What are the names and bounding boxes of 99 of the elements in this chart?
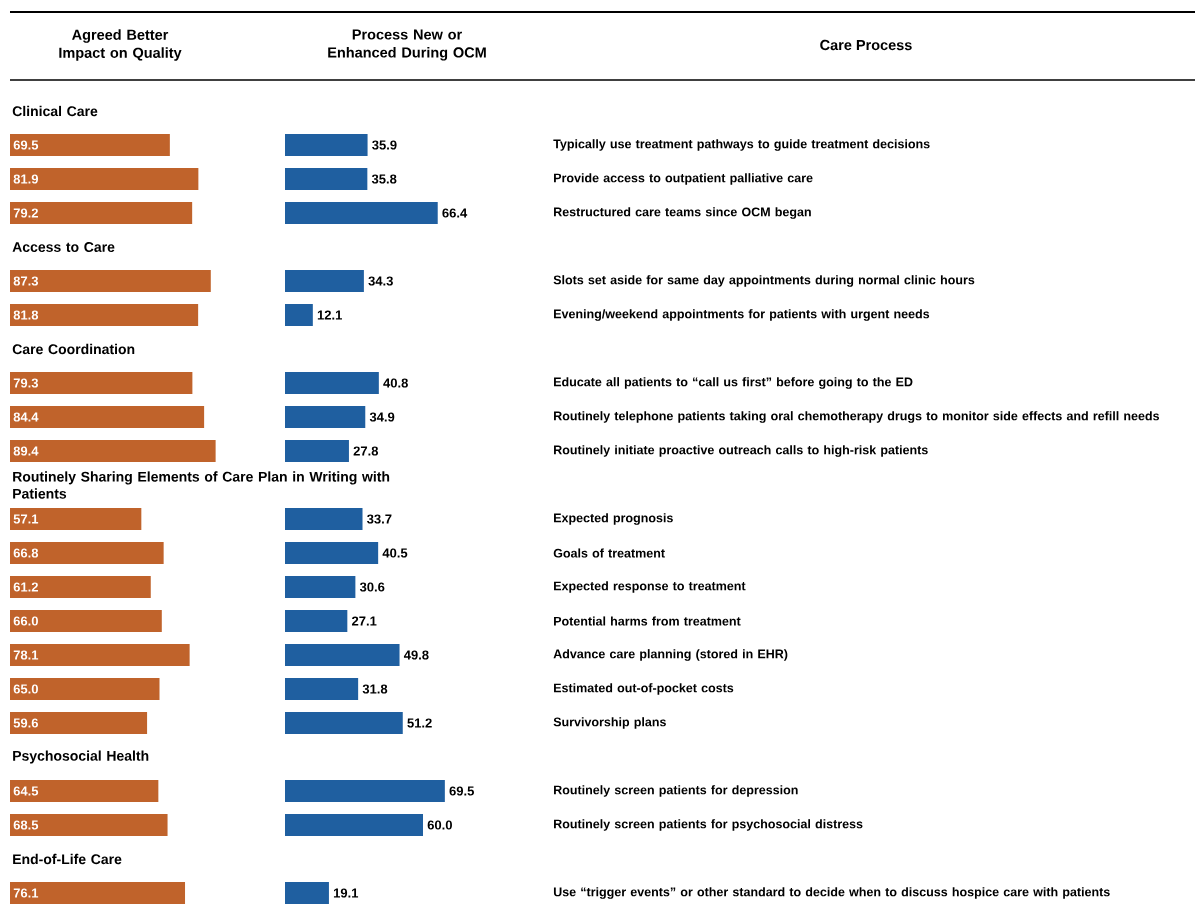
data-label: 34.3 [368,276,393,286]
bar [285,882,329,905]
data-label: 51.2 [407,718,432,728]
data-label: 68.5 [13,820,39,830]
data-label: 84.4 [13,412,39,422]
data-label: 35.8 [371,174,397,184]
bar [285,508,363,531]
bar [285,134,368,156]
data-label: 65.0 [13,684,38,694]
data-label: 33.7 [367,514,392,524]
data-label: 61.2 [13,582,38,592]
bar [285,610,348,633]
data-label: 81.8 [13,310,39,320]
data-label: 59.6 [13,718,39,728]
bar [10,406,205,429]
bar [285,712,403,735]
data-label: 79.3 [13,378,39,388]
data-label: 40.8 [383,378,408,388]
data-label: 60.0 [427,820,452,830]
y-tick-label: End-of-Life Care [13,853,122,865]
y-tick-label: Routinely telephone patients taking oral chemotherapy drugs to monitor side effects and refill needs [554,411,1160,423]
bar [285,814,423,837]
y-tick-label: Routinely initiate proactive outreach calls to high-risk patients [554,445,928,457]
bar [10,542,164,565]
data-label: 89.4 [13,446,39,456]
data-label: 81.9 [13,174,39,184]
data-label: 64.5 [13,786,39,796]
data-label: 66.8 [13,548,39,558]
data-label: 30.6 [359,582,385,592]
bar [10,168,199,191]
bar [10,780,159,803]
y-tick-label: Expected response to treatment [554,581,746,593]
y-tick-label: Typically use treatment pathways to guide treatment decisions [553,139,930,151]
y-axis-title: Care Process [820,39,912,51]
data-label: 69.5 [13,140,39,150]
bar [10,134,170,156]
bar [285,372,379,395]
bar [285,780,445,803]
bar [285,542,379,565]
data-label: 79.2 [13,208,38,218]
data-label: 69.5 [449,786,474,796]
y-tick-label: Educate all patients to “call us first” before going to the ED [554,377,913,389]
bar [10,644,190,667]
bar [10,712,148,735]
y-tick-label: Advance care planning (stored in EHR) [553,649,788,661]
y-tick-label: Estimated out-of-pocket costs [554,683,734,695]
bar [10,372,193,395]
y-tick-label: Routinely Sharing Elements of Care Plan in Writing with Patients [13,471,390,499]
y-tick-label: Care Coordination [12,343,135,355]
bar [285,576,356,599]
bar [285,270,364,292]
data-label: 34.9 [369,412,395,422]
bar [285,406,366,429]
data-label: 66.4 [442,208,468,218]
y-tick-label: Use “trigger events” or other standard to decide when to discuss hospice care with patients [553,887,1110,899]
y-tick-label: Provide access to outpatient palliative care [554,173,813,185]
y-tick-label: Routinely screen patients for psychosocial distress [554,819,863,831]
y-tick-label: Restructured care teams since OCM began [554,207,811,219]
bar [10,304,199,327]
bar [285,168,368,191]
bar [285,304,313,327]
bar [285,678,359,701]
bar [10,202,193,224]
bar [10,270,211,292]
data-label: 76.1 [13,888,39,898]
data-label: 19.1 [333,888,359,898]
y-tick-label: Goals of treatment [553,548,665,558]
y-tick-label: Clinical Care [12,105,98,117]
chart-title: Agreed Better Impact on Quality [59,29,182,61]
y-tick-label: Survivorship plans [553,717,666,729]
y-tick-label: Expected prognosis [554,513,673,525]
bar [10,508,142,531]
data-label: 49.8 [403,650,429,660]
data-label: 78.1 [13,650,39,660]
data-label: 66.0 [13,616,38,626]
bar [285,644,400,667]
bar [10,814,168,837]
bar [10,440,216,463]
bar [10,678,160,701]
y-tick-label: Evening/weekend appointments for patients with urgent needs [554,309,930,321]
data-label: 27.8 [353,446,379,456]
data-label: 57.1 [13,514,39,524]
y-tick-label: Access to Care [12,242,115,252]
y-tick-label: Potential harms from treatment [554,616,741,626]
chart-title: Process New or Enhanced During OCM [328,29,486,61]
bar [10,882,186,905]
bar [10,576,151,599]
data-label: 31.8 [362,684,388,694]
y-tick-label: Routinely screen patients for depression [554,785,798,797]
data-label: 87.3 [13,276,39,286]
data-label: 27.1 [351,616,377,626]
data-label: 35.9 [372,140,397,150]
bar [285,440,349,463]
y-tick-label: Psychosocial Health [13,750,149,764]
data-label: 12.1 [317,310,342,320]
data-label: 40.5 [382,548,408,558]
y-tick-label: Slots set aside for same day appointments during normal clinic hours [553,275,975,287]
bar [10,610,162,633]
bar [285,202,438,224]
